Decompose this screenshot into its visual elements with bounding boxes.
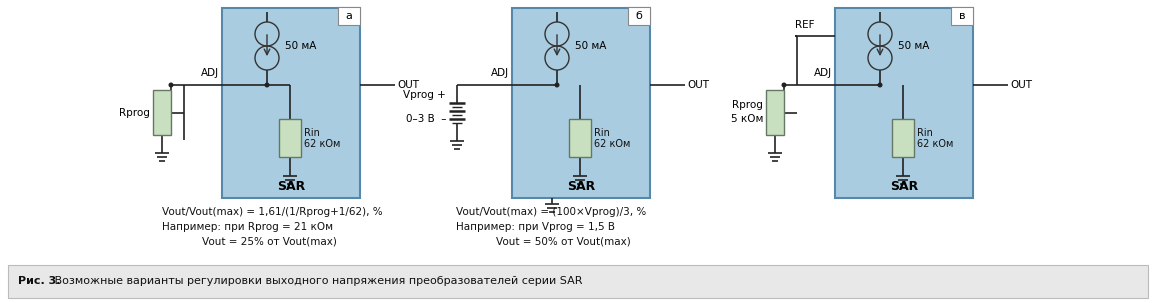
Text: Рис. 3.: Рис. 3.	[18, 277, 60, 287]
Text: Vprog +: Vprog +	[403, 90, 446, 100]
Text: Rin: Rin	[304, 128, 320, 138]
FancyBboxPatch shape	[338, 7, 360, 25]
Circle shape	[555, 82, 560, 88]
Text: 62 кОм: 62 кОм	[304, 139, 340, 149]
Text: Rprog: Rprog	[119, 108, 150, 118]
Text: Vout = 50% от Vout(max): Vout = 50% от Vout(max)	[496, 237, 631, 247]
FancyBboxPatch shape	[835, 8, 973, 198]
FancyBboxPatch shape	[279, 119, 301, 157]
Text: 50 мА: 50 мА	[898, 41, 929, 51]
Text: 62 кОм: 62 кОм	[917, 139, 954, 149]
Text: б: б	[636, 11, 643, 21]
Text: Rin: Rin	[917, 128, 933, 138]
FancyBboxPatch shape	[951, 7, 973, 25]
Text: Например: при Vprog = 1,5 В: Например: при Vprog = 1,5 В	[455, 222, 615, 232]
Text: OUT: OUT	[397, 80, 418, 90]
Text: Rin: Rin	[594, 128, 610, 138]
Text: 0–3 В  –: 0–3 В –	[406, 114, 446, 124]
FancyBboxPatch shape	[8, 265, 1148, 298]
Circle shape	[265, 82, 269, 88]
Text: 62 кОм: 62 кОм	[594, 139, 630, 149]
Text: ADJ: ADJ	[814, 68, 832, 78]
Text: Vout/Vout(max) = (100×Vprog)/3, %: Vout/Vout(max) = (100×Vprog)/3, %	[455, 207, 646, 217]
FancyBboxPatch shape	[222, 8, 360, 198]
Text: OUT: OUT	[687, 80, 709, 90]
Circle shape	[781, 82, 786, 88]
FancyBboxPatch shape	[766, 90, 784, 135]
FancyBboxPatch shape	[569, 119, 591, 157]
Text: REF: REF	[795, 20, 815, 30]
Text: 50 мА: 50 мА	[575, 41, 607, 51]
FancyBboxPatch shape	[153, 90, 171, 135]
Text: в: в	[958, 11, 965, 21]
Text: Возможные варианты регулировки выходного напряжения преобразователей серии SAR: Возможные варианты регулировки выходного…	[51, 277, 583, 287]
Circle shape	[877, 82, 882, 88]
Text: ADJ: ADJ	[201, 68, 218, 78]
Text: SAR: SAR	[277, 179, 305, 192]
Text: Vout/Vout(max) = 1,61/(1/Rprog+1/62), %: Vout/Vout(max) = 1,61/(1/Rprog+1/62), %	[162, 207, 383, 217]
Text: а: а	[346, 11, 353, 21]
Text: ADJ: ADJ	[491, 68, 509, 78]
FancyBboxPatch shape	[892, 119, 914, 157]
Text: OUT: OUT	[1010, 80, 1032, 90]
Text: Rprog: Rprog	[732, 99, 763, 109]
Circle shape	[169, 82, 173, 88]
Text: 5 кОм: 5 кОм	[731, 114, 763, 124]
FancyBboxPatch shape	[628, 7, 650, 25]
Text: SAR: SAR	[890, 179, 918, 192]
FancyBboxPatch shape	[512, 8, 650, 198]
Text: Например: при Rprog = 21 кОм: Например: при Rprog = 21 кОм	[162, 222, 333, 232]
Text: 50 мА: 50 мА	[286, 41, 317, 51]
Text: Vout = 25% от Vout(max): Vout = 25% от Vout(max)	[202, 237, 336, 247]
Text: SAR: SAR	[566, 179, 595, 192]
